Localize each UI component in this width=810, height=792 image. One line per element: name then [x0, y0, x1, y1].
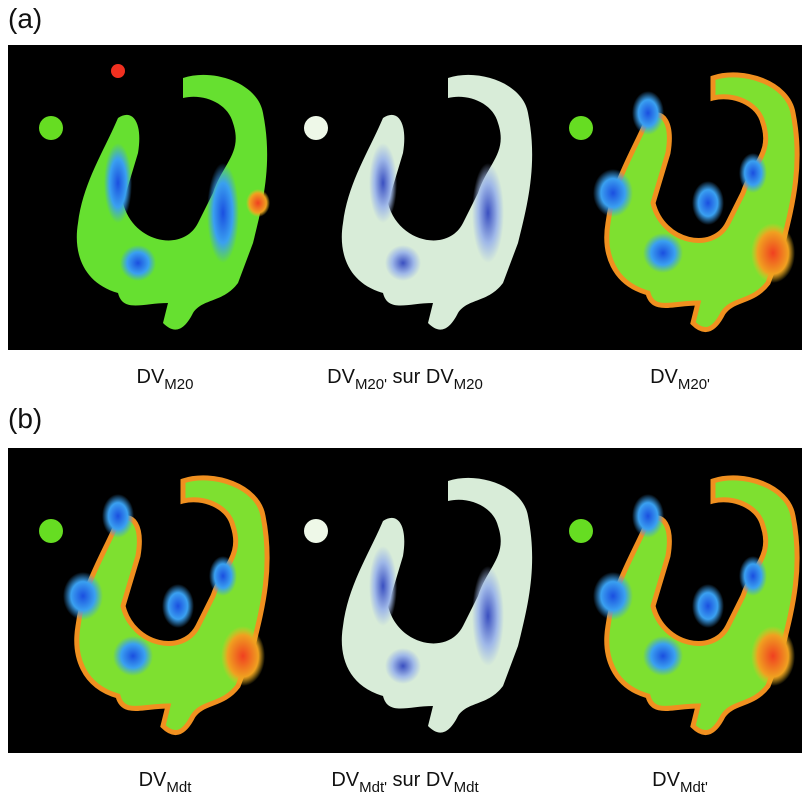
caption: DVM20' sur DVM20 — [327, 366, 483, 393]
caption: DVMdt' — [652, 769, 708, 792]
caption-text: DV — [331, 769, 359, 791]
caption-text: DV — [652, 769, 680, 791]
caption-text: DV — [650, 366, 678, 388]
caption: DVM20 — [137, 366, 194, 393]
panel-label: (a) — [8, 3, 42, 34]
caption-subscript: M20 — [454, 376, 483, 393]
panels: (a)DVM20 DVM20' sur DVM20 DVM20'(b)DVMdt DV… — [8, 3, 802, 792]
panel-label: (b) — [8, 403, 42, 434]
caption-text: DV — [137, 366, 165, 388]
caption-subscript: M20 — [164, 376, 193, 393]
caption-text: DV — [139, 769, 167, 791]
caption-subscript: M20' — [678, 376, 710, 393]
caption-subscript: Mdt' — [680, 779, 708, 792]
caption-text: DV — [327, 366, 355, 388]
caption: DVMdt' sur DVMdt — [331, 769, 479, 792]
caption-subscript: Mdt — [166, 779, 192, 792]
caption-subscript: M20' — [355, 376, 387, 393]
caption-subscript: Mdt' — [359, 779, 387, 792]
caption-subscript: Mdt — [454, 779, 480, 792]
caption: DVMdt — [139, 769, 193, 792]
caption: DVM20' — [650, 366, 710, 393]
caption-text: sur DV — [387, 366, 454, 388]
caption-text: sur DV — [387, 769, 454, 791]
